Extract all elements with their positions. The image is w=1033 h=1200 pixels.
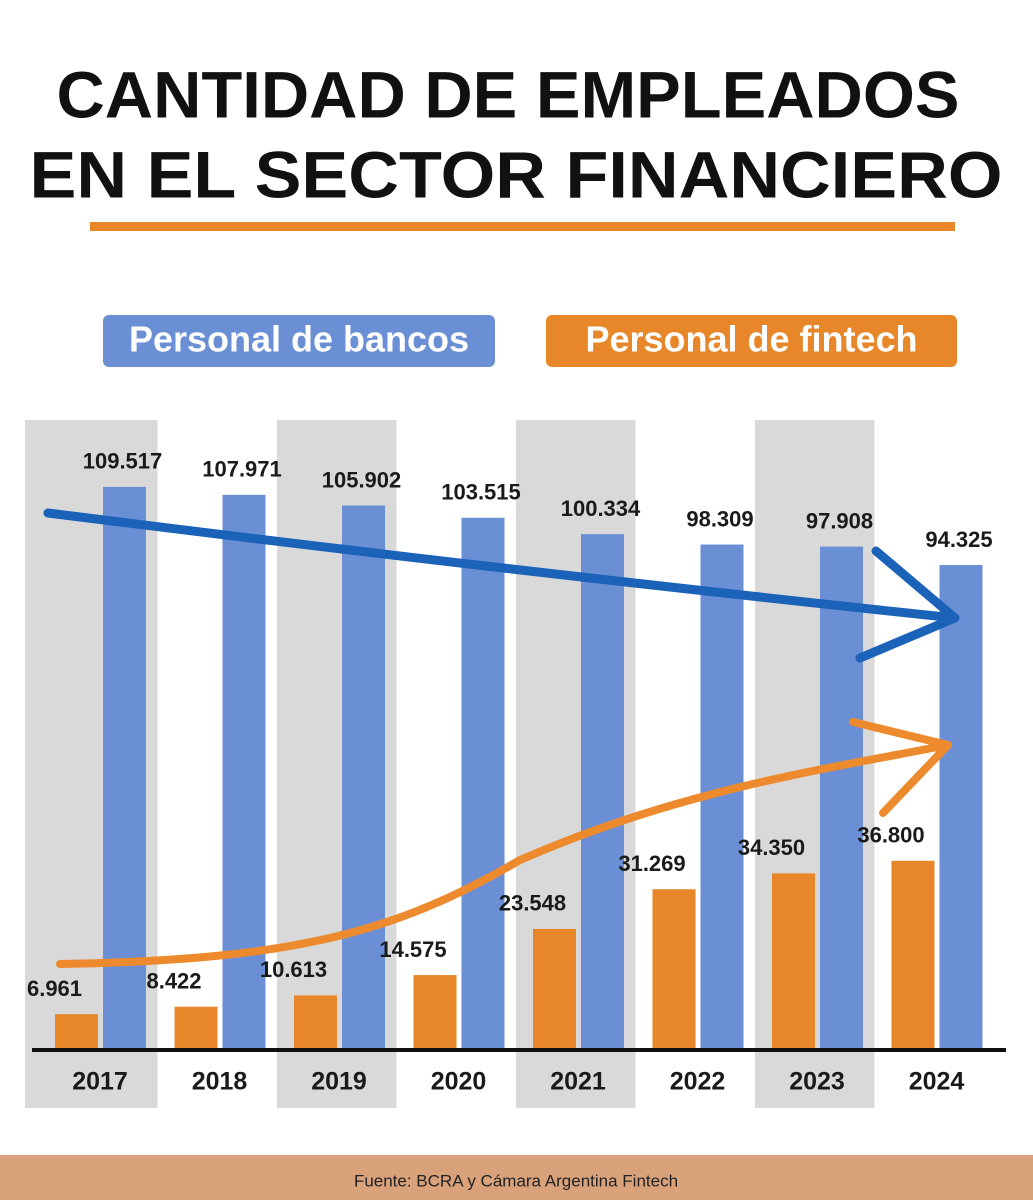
x-tick-label: 2018: [192, 1068, 248, 1096]
bar: [294, 995, 337, 1050]
bar: [581, 534, 624, 1050]
x-tick-label: 2017: [72, 1068, 128, 1096]
value-label: 98.309: [686, 506, 753, 531]
x-tick-label: 2022: [670, 1068, 726, 1096]
value-label: 34.350: [738, 835, 805, 860]
legend-box: [103, 315, 495, 367]
x-tick-label: 2019: [311, 1068, 367, 1096]
x-tick-label: 2021: [550, 1068, 606, 1096]
x-tick-label: 2024: [909, 1068, 965, 1096]
bar: [103, 486, 146, 1050]
legend-label: Personal de fintech: [585, 319, 917, 360]
source: Fuente: BCRA y Cámara Argentina Fintech: [354, 1171, 678, 1190]
title-line: EN EL SECTOR FINANCIERO: [30, 137, 1003, 211]
title-underline: [90, 222, 955, 231]
bar: [820, 546, 863, 1050]
value-label: 10.613: [260, 957, 327, 982]
value-label: 94.325: [925, 527, 992, 552]
value-label: 31.269: [618, 851, 685, 876]
title-line: CANTIDAD DE EMPLEADOS: [57, 57, 960, 131]
bar: [174, 1006, 218, 1050]
bar: [652, 889, 696, 1050]
bar: [342, 505, 385, 1051]
bar: [461, 517, 505, 1050]
bar: [533, 928, 576, 1050]
x-tick-label: 2020: [431, 1068, 487, 1096]
bar: [55, 1014, 98, 1050]
legend-label: Personal de bancos: [129, 319, 469, 360]
value-label: 105.902: [322, 467, 402, 492]
footer-bar: [0, 1155, 1033, 1200]
value-label: 23.548: [499, 891, 566, 916]
value-label: 6.961: [27, 976, 82, 1001]
legend-box: [546, 315, 957, 367]
value-label: 109.517: [83, 449, 163, 474]
bar: [413, 975, 457, 1050]
value-label: 36.800: [857, 823, 924, 848]
value-label: 107.971: [202, 457, 282, 482]
bar: [891, 860, 935, 1050]
x-tick-label: 2023: [789, 1068, 845, 1096]
bar: [939, 565, 983, 1050]
value-label: 100.334: [561, 496, 641, 521]
value-label: 97.908: [806, 508, 873, 533]
value-label: 8.422: [146, 969, 201, 994]
trend-arrow: [56, 718, 952, 968]
value-label: 103.515: [441, 480, 521, 505]
bar: [772, 873, 815, 1050]
trend-arrow: [43, 508, 960, 663]
value-label: 14.575: [379, 937, 446, 962]
